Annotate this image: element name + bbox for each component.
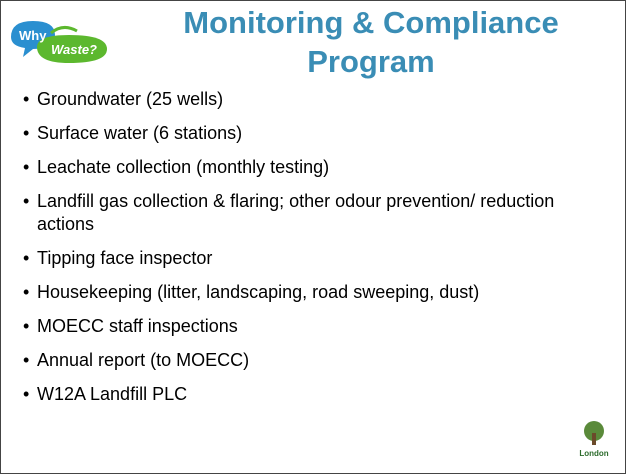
tree-crown <box>584 421 604 441</box>
bullet-item: Housekeeping (litter, landscaping, road … <box>23 281 613 304</box>
bullet-item: Tipping face inspector <box>23 247 613 270</box>
bullet-item: W12A Landfill PLC <box>23 383 613 406</box>
why-waste-logo: Why Waste? <box>11 21 107 63</box>
logo-bubble-green <box>37 35 107 63</box>
bullet-item: Surface water (6 stations) <box>23 122 613 145</box>
london-logo: London <box>579 421 609 458</box>
london-text: London <box>579 449 608 458</box>
bullet-item: Leachate collection (monthly testing) <box>23 156 613 179</box>
bullet-item: MOECC staff inspections <box>23 315 613 338</box>
bullet-item: Annual report (to MOECC) <box>23 349 613 372</box>
bullet-item: Landfill gas collection & flaring; other… <box>23 190 613 236</box>
slide-title: Monitoring & Compliance Program <box>183 5 559 79</box>
bullet-list: Groundwater (25 wells) Surface water (6 s… <box>23 88 613 417</box>
bullet-item: Groundwater (25 wells) <box>23 88 613 111</box>
logo-swoosh <box>50 26 78 35</box>
logo-text: Waste? <box>51 42 97 57</box>
logo-text: Why <box>19 28 47 43</box>
logo-bubble-blue <box>11 21 55 57</box>
tree-trunk <box>592 433 596 445</box>
